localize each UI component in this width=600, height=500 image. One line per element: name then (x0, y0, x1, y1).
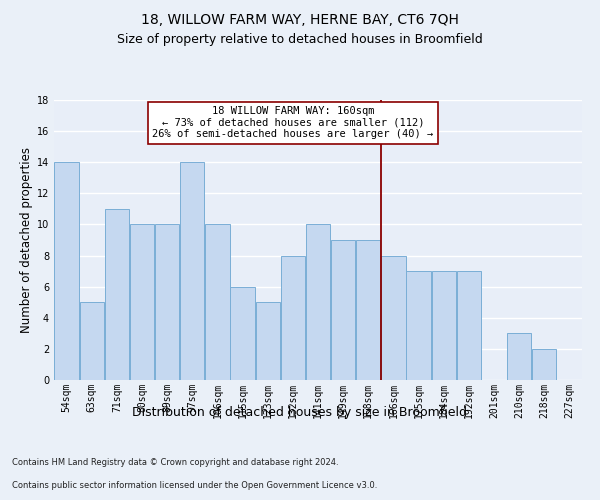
Bar (55, 162, 79, 380)
Bar (256, 302, 280, 380)
Bar (356, 240, 380, 380)
Text: Contains HM Land Registry data © Crown copyright and database right 2024.: Contains HM Land Registry data © Crown c… (12, 458, 338, 467)
Bar (306, 224, 330, 380)
Text: Contains public sector information licensed under the Open Government Licence v3: Contains public sector information licen… (12, 480, 377, 490)
Bar (230, 286, 255, 380)
Bar (180, 162, 205, 380)
Bar (507, 334, 532, 380)
Bar (331, 240, 355, 380)
Bar (205, 224, 230, 380)
Bar (532, 349, 556, 380)
Bar (104, 209, 129, 380)
Text: 18, WILLOW FARM WAY, HERNE BAY, CT6 7QH: 18, WILLOW FARM WAY, HERNE BAY, CT6 7QH (141, 12, 459, 26)
Text: Size of property relative to detached houses in Broomfield: Size of property relative to detached ho… (117, 32, 483, 46)
Bar (281, 256, 305, 380)
Text: Distribution of detached houses by size in Broomfield: Distribution of detached houses by size … (133, 406, 467, 419)
Bar (431, 271, 456, 380)
Y-axis label: Number of detached properties: Number of detached properties (20, 147, 32, 333)
Bar (381, 256, 406, 380)
Bar (130, 224, 154, 380)
Bar (80, 302, 104, 380)
Bar (155, 224, 179, 380)
Bar (406, 271, 431, 380)
Bar (457, 271, 481, 380)
Text: 18 WILLOW FARM WAY: 160sqm
← 73% of detached houses are smaller (112)
26% of sem: 18 WILLOW FARM WAY: 160sqm ← 73% of deta… (152, 106, 433, 140)
